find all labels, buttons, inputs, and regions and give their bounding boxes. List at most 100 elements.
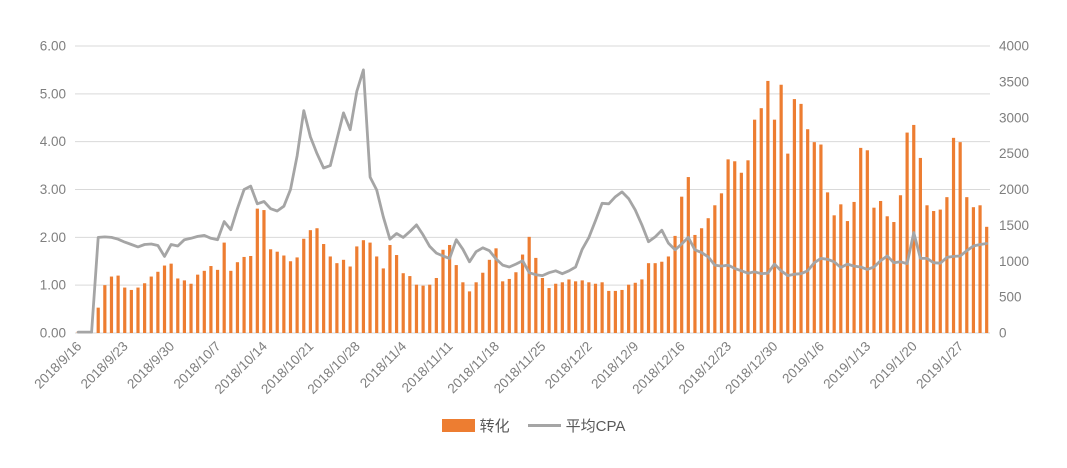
bar [494, 248, 498, 333]
left-axis-tick-label: 3.00 [40, 182, 66, 197]
bar [375, 256, 379, 333]
right-axis-tick-label: 2500 [999, 146, 1029, 161]
bar [825, 192, 830, 333]
bar [109, 276, 114, 333]
bar [878, 200, 883, 333]
bar [388, 244, 392, 333]
bar [394, 255, 399, 333]
bar [202, 270, 206, 333]
bar [925, 205, 929, 333]
bar [282, 255, 286, 333]
bar [302, 238, 306, 333]
bar [162, 265, 167, 333]
bar [620, 289, 624, 333]
bar [434, 277, 438, 333]
bar [189, 283, 193, 333]
bar [268, 249, 273, 333]
bar [229, 270, 233, 333]
legend-item-conversion: 转化 [441, 415, 510, 436]
bar [713, 205, 717, 333]
bar [448, 244, 452, 333]
left-axis-tick-label: 1.00 [40, 278, 66, 293]
bar [441, 249, 445, 333]
bar [666, 256, 671, 333]
left-axis-tick-label: 0.00 [40, 326, 66, 341]
bar [965, 197, 969, 333]
x-axis-tick-label: 2019/1/27 [913, 339, 966, 392]
right-axis-tick-label: 3500 [999, 74, 1029, 89]
right-axis-tick-label: 0 [999, 326, 1007, 341]
bar [381, 268, 385, 333]
right-axis-tick-label: 500 [999, 290, 1022, 305]
bar [401, 273, 405, 333]
bar [209, 266, 213, 333]
x-axis-tick-label: 2018/9/30 [124, 339, 177, 392]
bar-series-swatch [441, 419, 475, 432]
bar [295, 257, 299, 333]
bar [627, 284, 631, 333]
bar [348, 266, 352, 333]
x-axis: 2018/9/162018/9/232018/9/302018/10/72018… [31, 338, 966, 397]
line-series-swatch [527, 424, 561, 427]
bar [573, 281, 578, 333]
bar [660, 261, 664, 333]
bar [567, 279, 571, 333]
bar [719, 193, 724, 333]
bar [547, 288, 551, 333]
legend-label-conversion: 转化 [479, 418, 510, 435]
bar [315, 228, 319, 333]
bar [945, 197, 949, 333]
bar [845, 221, 850, 333]
bar [673, 235, 677, 333]
bar [341, 259, 346, 333]
bar [534, 257, 538, 333]
bar [507, 278, 511, 333]
bar [759, 108, 763, 333]
bar [680, 196, 684, 333]
bar [607, 290, 611, 333]
bar [196, 274, 200, 333]
chart-legend: 转化 平均CPA [0, 415, 1067, 436]
bar [832, 215, 836, 333]
bar [786, 153, 790, 333]
bar [481, 272, 485, 333]
bar [971, 207, 976, 333]
bar [96, 307, 100, 333]
bar [766, 80, 770, 333]
bar [368, 242, 372, 333]
conversion-bars [76, 80, 989, 334]
bar [527, 236, 531, 333]
bar [487, 259, 492, 333]
x-axis-tick-label: 2019/1/13 [820, 339, 873, 392]
bar [653, 263, 657, 333]
right-axis-tick-label: 1000 [999, 254, 1029, 269]
right-axis: 0 500 1000 1500 2000 2500 3000 3500 4000 [999, 39, 1029, 341]
bar [892, 222, 896, 333]
bar [514, 272, 518, 333]
bar [978, 205, 982, 333]
bar [428, 284, 432, 333]
bar [554, 283, 558, 333]
x-axis-tick-label: 2018/12/2 [542, 339, 595, 392]
bar [772, 119, 777, 333]
bar [706, 218, 710, 333]
bar [421, 285, 425, 333]
bar [308, 230, 312, 333]
cpa-line [76, 68, 989, 334]
bar [819, 144, 823, 333]
bar [176, 278, 180, 333]
bar [633, 282, 637, 333]
bar [613, 290, 617, 333]
bar [938, 209, 942, 333]
left-axis: 0.00 1.00 2.00 3.00 4.00 5.00 6.00 [40, 39, 66, 341]
bar [733, 161, 737, 333]
bar [275, 251, 279, 333]
bar [335, 263, 339, 333]
bar [951, 137, 956, 333]
x-axis-tick-label: 2018/9/16 [31, 339, 84, 392]
bar [912, 124, 916, 333]
bar [885, 216, 889, 333]
bar [322, 244, 326, 333]
left-axis-tick-label: 5.00 [40, 86, 66, 101]
bar [600, 282, 604, 333]
